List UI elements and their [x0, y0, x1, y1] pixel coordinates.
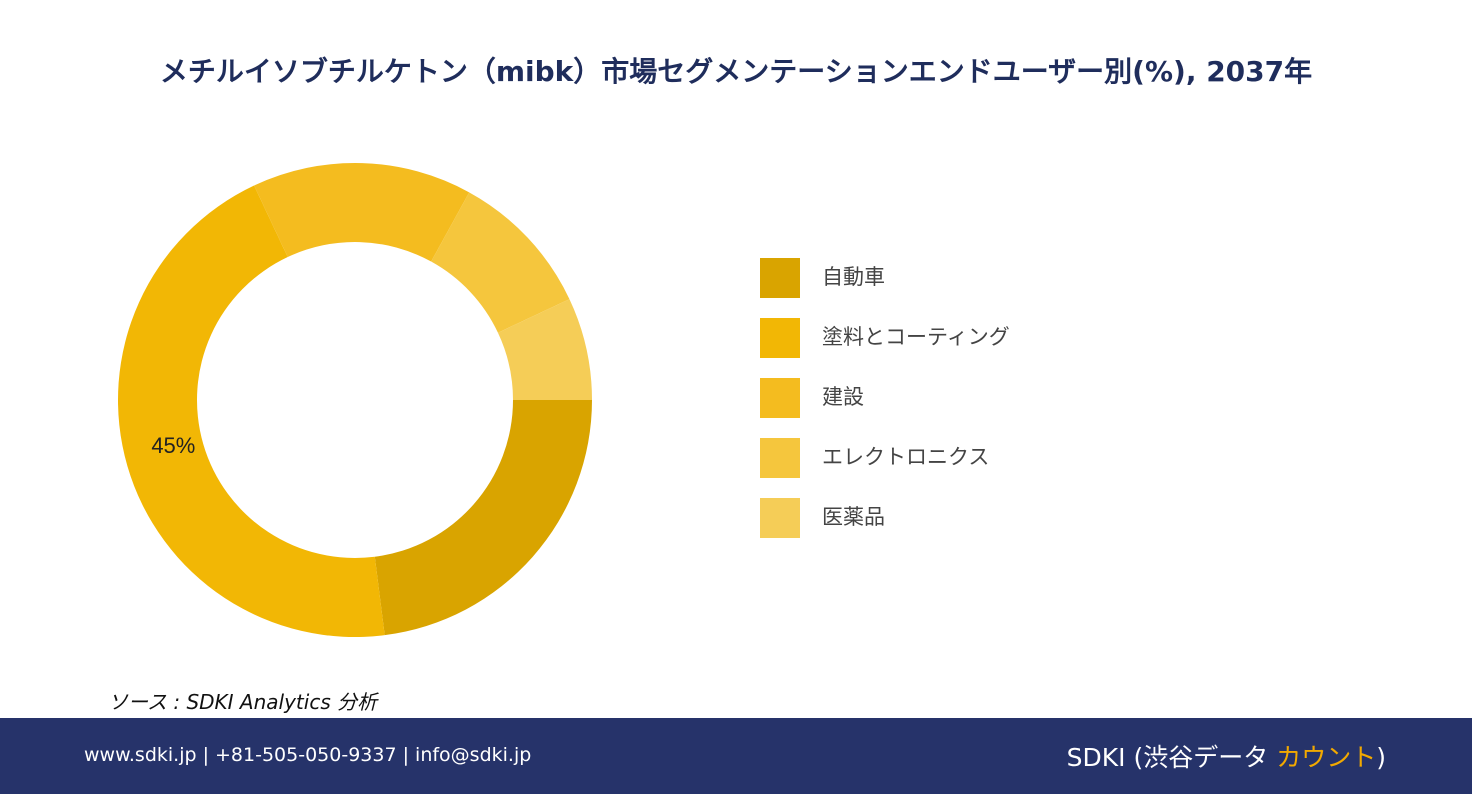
chart-title: メチルイソブチルケトン（mibk）市場セグメンテーションエンドユーザー別(%),… [159, 55, 1313, 88]
legend-swatch [760, 258, 800, 298]
donut-segment [118, 185, 385, 637]
legend-label: 自動車 [822, 265, 885, 289]
legend-swatch [760, 318, 800, 358]
brand-accent: カウント [1276, 743, 1377, 772]
contact: www.sdki.jp | +81-505-050-9337 | info@sd… [84, 744, 532, 766]
legend-label: エレクトロニクス [822, 445, 989, 469]
donut-segment [431, 192, 570, 333]
legend-swatch [760, 378, 800, 418]
footer: www.sdki.jp | +81-505-050-9337 | info@sd… [0, 718, 1472, 794]
source: ソース : SDKI Analytics 分析 [108, 690, 378, 714]
legend-swatch [760, 438, 800, 478]
donut-segment [374, 400, 592, 636]
brand[interactable]: SDKI (渋谷データ カウント) [1067, 738, 1386, 774]
legend-swatch [760, 498, 800, 538]
brand-name: SDKI (渋谷データ [1066, 743, 1277, 772]
donut-segment [254, 163, 470, 262]
data-label: 45% [151, 433, 195, 458]
brand-end: ) [1376, 743, 1386, 772]
legend-label: 塗料とコーティング [822, 325, 1010, 349]
legend-label: 建設 [822, 385, 864, 409]
legend-label: 医薬品 [822, 505, 885, 529]
donut-segment [497, 299, 592, 400]
